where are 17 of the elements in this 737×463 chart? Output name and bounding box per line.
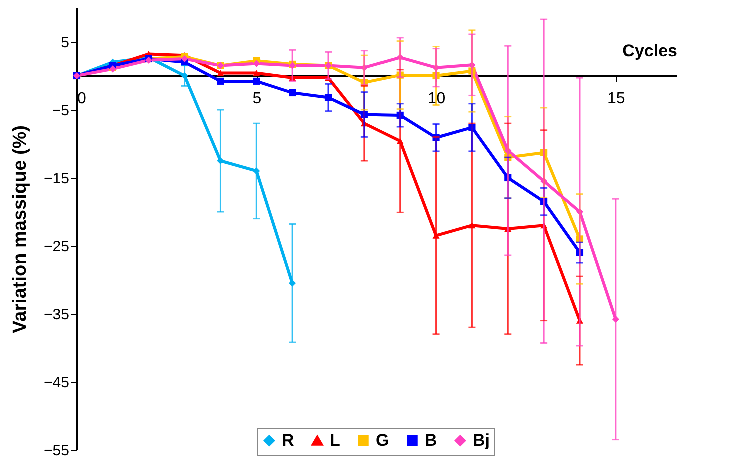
y-tick-label: −55 [44,442,70,460]
x-tick-label: 15 [608,90,626,108]
x-tick-label: 5 [252,90,262,108]
y-tick-label: 5 [61,34,70,52]
legend-label: R [282,430,294,450]
legend-label: G [376,430,390,450]
x-axis-title: Cycles [622,42,678,60]
x-tick-label: 0 [78,90,86,108]
y-axis-title: Variation massique (%) [10,125,32,334]
y-tick-label: −45 [44,374,70,392]
y-tick-label: −35 [44,306,70,324]
y-tick-label: −5 [52,102,70,120]
legend-label: B [425,430,438,450]
legend-label: Bj [473,430,490,450]
y-tick-label: −15 [44,170,70,188]
y-tick-label: −25 [44,238,70,256]
legend-label: L [330,431,340,450]
